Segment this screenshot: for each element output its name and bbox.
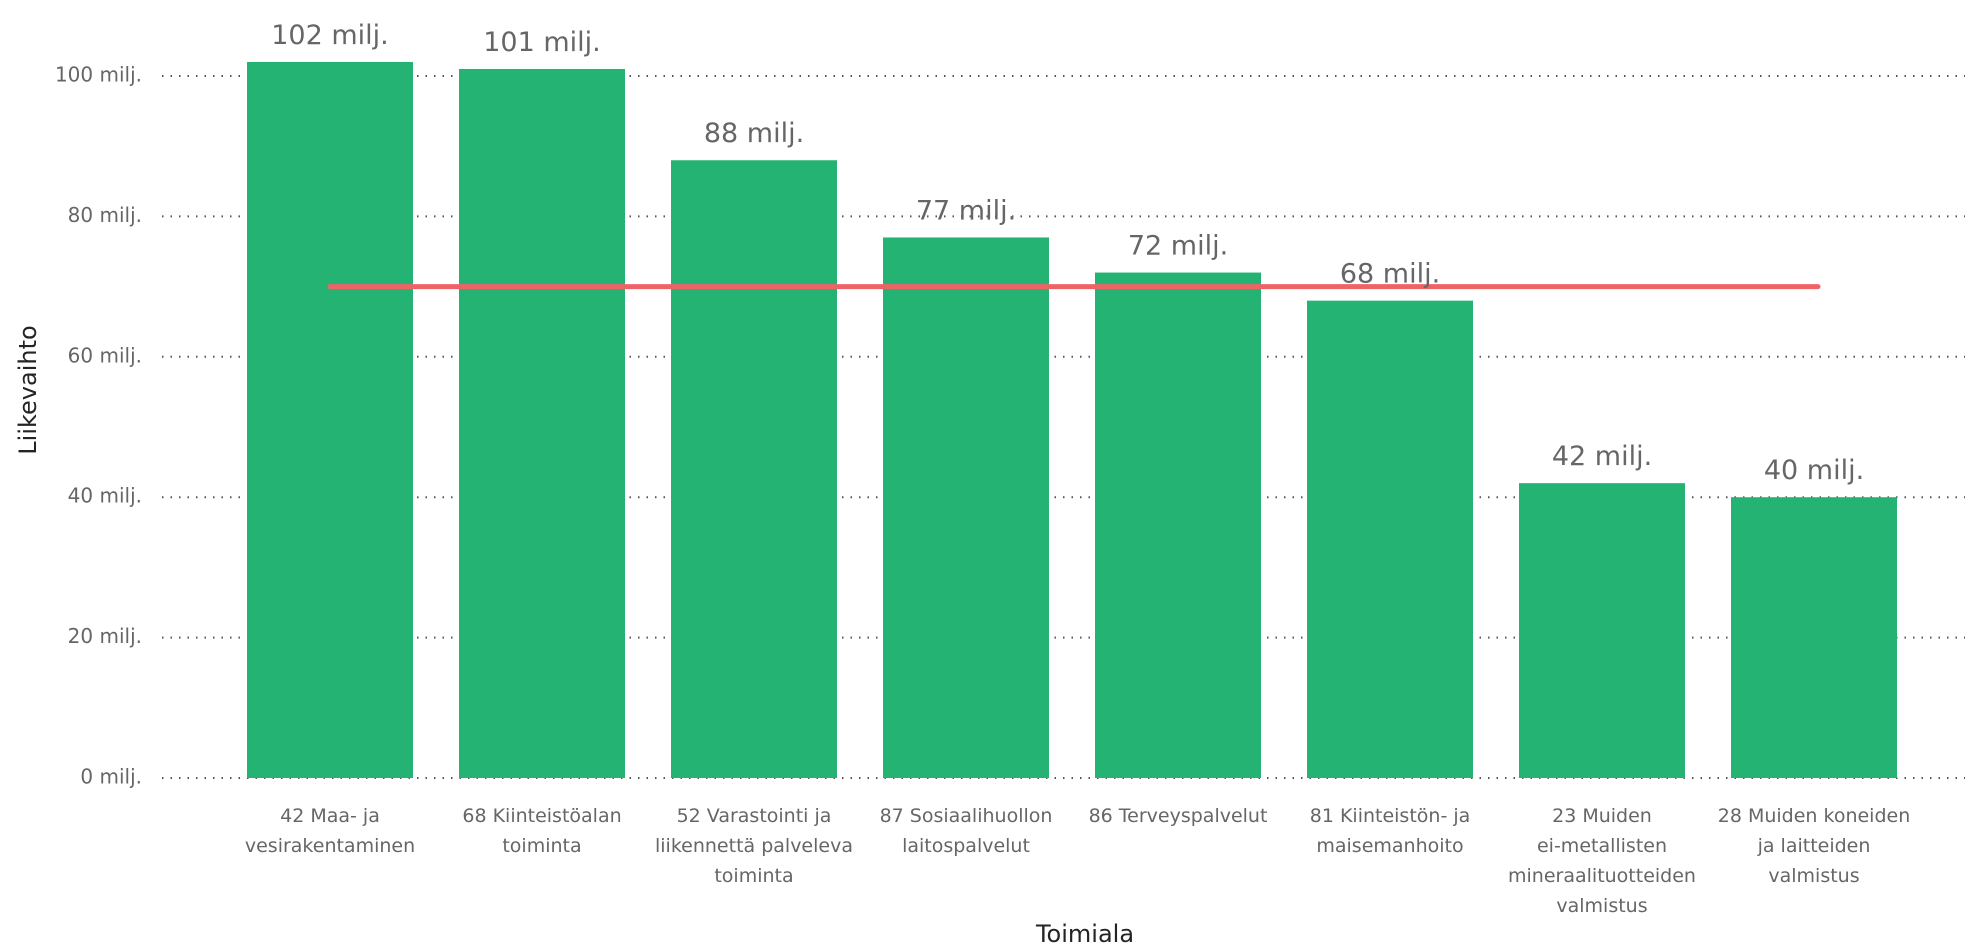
x-tick-label-line: 23 Muiden <box>1552 805 1652 827</box>
x-tick-label-line: ei-metallisten <box>1537 835 1667 857</box>
bar <box>883 237 1049 778</box>
y-axis-ticks: 0 milj. 20 milj. 40 milj. 60 milj. 80 milj. 1… <box>55 63 142 789</box>
y-tick-label: 60 milj. <box>68 343 142 367</box>
bar <box>1731 497 1897 778</box>
bar <box>459 68 625 779</box>
bar <box>671 160 837 779</box>
x-tick-label: 81 Kiinteistön- ja maisemanhoito <box>1310 805 1471 857</box>
bar <box>1307 300 1473 778</box>
x-tick-label-line: 81 Kiinteistön- ja <box>1310 805 1471 827</box>
data-label: 40 milj. <box>1764 455 1864 486</box>
data-label: 68 milj. <box>1340 259 1440 290</box>
x-tick-label: 52 Varastointi ja liikennettä palveleva to… <box>655 805 853 887</box>
y-axis-title: Liikevaihto <box>14 325 42 454</box>
x-axis-ticks: 42 Maa- ja vesirakentaminen 68 Kiinteistöa… <box>245 805 1910 917</box>
x-tick-label-line: 86 Terveyspalvelut <box>1089 805 1268 827</box>
y-tick-label: 100 milj. <box>55 63 142 87</box>
x-tick-label-line: liikennettä palveleva <box>655 835 853 857</box>
bars <box>247 61 1897 779</box>
x-tick-label-line: 28 Muiden koneiden <box>1718 805 1911 827</box>
bar <box>1095 272 1261 778</box>
data-label: 77 milj. <box>916 195 1016 226</box>
y-tick-label: 0 milj. <box>80 765 142 789</box>
x-tick-label: 42 Maa- ja vesirakentaminen <box>245 805 415 857</box>
data-label: 42 milj. <box>1552 441 1652 472</box>
x-tick-label-line: mineraalituotteiden <box>1508 865 1696 887</box>
data-label: 88 milj. <box>704 118 804 149</box>
x-axis-title: Toimiala <box>1035 920 1134 948</box>
gridlines <box>162 75 1965 779</box>
x-tick-label-line: vesirakentaminen <box>245 835 415 857</box>
x-tick-label-line: maisemanhoito <box>1316 835 1463 857</box>
x-tick-label-line: toiminta <box>502 835 581 857</box>
bar <box>247 61 413 778</box>
x-tick-label: 28 Muiden koneiden ja laitteiden valmistus <box>1718 805 1911 887</box>
y-tick-label: 80 milj. <box>68 203 142 227</box>
x-tick-label-line: toiminta <box>714 865 793 887</box>
x-tick-label-line: 52 Varastointi ja <box>677 805 832 827</box>
data-label: 101 milj. <box>483 27 601 58</box>
x-tick-label-line: 68 Kiinteistöalan <box>462 805 621 827</box>
data-label: 72 milj. <box>1128 231 1228 262</box>
y-tick-label: 20 milj. <box>68 624 142 648</box>
y-tick-label: 40 milj. <box>68 484 142 508</box>
x-tick-label: 87 Sosiaalihuollon laitospalvelut <box>880 805 1053 857</box>
x-tick-label: 68 Kiinteistöalan toiminta <box>462 805 621 857</box>
x-tick-label-line: 87 Sosiaalihuollon <box>880 805 1053 827</box>
data-label: 102 milj. <box>271 20 389 51</box>
x-tick-label-line: ja laitteiden <box>1757 835 1871 857</box>
bar <box>1519 483 1685 778</box>
x-tick-label-line: valmistus <box>1556 895 1647 917</box>
x-tick-label-line: valmistus <box>1768 865 1859 887</box>
data-labels: 102 milj. 101 milj. 88 milj. 77 milj. 72 mil… <box>271 20 1864 486</box>
x-tick-label: 23 Muiden ei-metallisten mineraalituotteid… <box>1508 805 1696 917</box>
x-tick-label-line: 42 Maa- ja <box>280 805 380 827</box>
x-tick-label: 86 Terveyspalvelut <box>1089 805 1268 827</box>
x-tick-label-line: laitospalvelut <box>902 835 1030 857</box>
